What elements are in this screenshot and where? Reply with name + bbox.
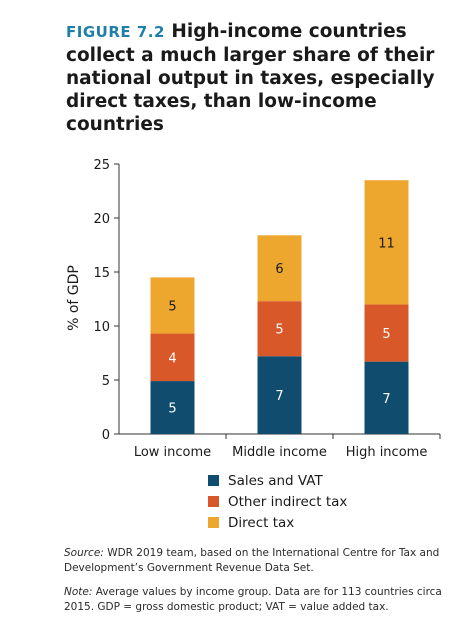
legend-swatch bbox=[208, 496, 219, 507]
note-text: Average values by income group. Data are… bbox=[64, 586, 442, 613]
figure-notes: Source: WDR 2019 team, based on the Inte… bbox=[64, 546, 450, 624]
figure-title-text: High-income countries collect a much lar… bbox=[66, 21, 435, 135]
legend-label: Other indirect tax bbox=[228, 493, 348, 510]
data-label: 5 bbox=[382, 327, 390, 342]
y-tick-label: 10 bbox=[93, 320, 110, 335]
y-tick-label: 5 bbox=[102, 374, 110, 389]
data-label: 4 bbox=[168, 351, 176, 366]
data-label: 5 bbox=[168, 402, 176, 417]
legend-swatch bbox=[208, 475, 219, 486]
bar-segment bbox=[150, 381, 195, 434]
y-axis-label: % of GDP bbox=[66, 265, 82, 331]
x-tick-label: Low income bbox=[134, 445, 211, 460]
source-note: Source: WDR 2019 team, based on the Inte… bbox=[64, 546, 450, 576]
chart-legend: Sales and VAT Other indirect tax Direct ta… bbox=[208, 470, 347, 533]
bar-segment bbox=[364, 304, 409, 362]
legend-label: Sales and VAT bbox=[228, 472, 323, 489]
stacked-bar-chart: 0 5 10 15 20 25 Low income Middle income High in… bbox=[66, 158, 441, 460]
bar-segment bbox=[257, 235, 302, 302]
data-label: 5 bbox=[275, 323, 283, 338]
source-text: WDR 2019 team, based on the Internationa… bbox=[64, 547, 440, 574]
y-tick-label: 20 bbox=[93, 212, 110, 227]
x-tick-label: Middle income bbox=[232, 445, 327, 460]
data-label: 11 bbox=[378, 236, 395, 251]
figure-label: FIGURE 7.2 bbox=[66, 23, 165, 41]
data-label: 7 bbox=[382, 392, 390, 407]
bar-segment bbox=[364, 361, 409, 434]
y-tick-label: 25 bbox=[93, 158, 110, 173]
chart-bars: 5 4 5 7 5 6 7 5 11 bbox=[150, 180, 409, 434]
bar-segment bbox=[257, 356, 302, 434]
legend-item: Other indirect tax bbox=[208, 491, 347, 512]
legend-swatch bbox=[208, 517, 219, 528]
source-label: Source: bbox=[64, 547, 104, 559]
bar-segment bbox=[150, 277, 195, 334]
bar-segment bbox=[364, 180, 409, 305]
bar-segment bbox=[150, 333, 195, 382]
data-label: 7 bbox=[275, 389, 283, 404]
x-tick-label: High income bbox=[346, 445, 428, 460]
data-label: 5 bbox=[168, 299, 176, 314]
note-label: Note: bbox=[64, 586, 93, 598]
legend-item: Sales and VAT bbox=[208, 470, 347, 491]
figure-title: FIGURE 7.2 High-income countries collect… bbox=[66, 20, 446, 136]
legend-item: Direct tax bbox=[208, 512, 347, 533]
bar-segment bbox=[257, 301, 302, 357]
data-label: 6 bbox=[275, 262, 283, 277]
data-note: Note: Average values by income group. Da… bbox=[64, 585, 450, 615]
y-tick-label: 0 bbox=[102, 428, 110, 443]
legend-label: Direct tax bbox=[228, 514, 295, 531]
y-tick-label: 15 bbox=[93, 266, 110, 281]
